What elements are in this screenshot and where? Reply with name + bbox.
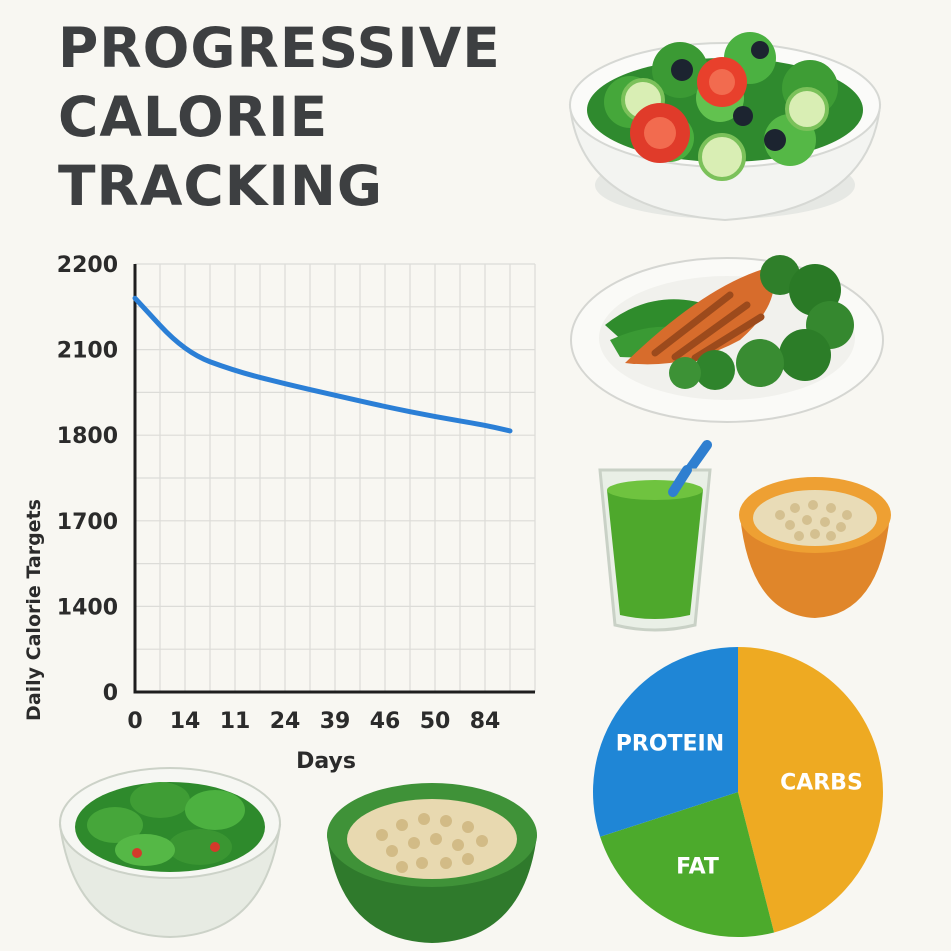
x-tick-label: 84 [470,709,501,734]
y-tick-label: 1800 [57,424,118,449]
y-tick-label: 1700 [57,510,118,535]
x-tick-label: 0 [127,709,142,734]
calorie-target-line [132,295,513,434]
x-tick-labels: 0 14 11 24 39 46 50 84 [127,709,500,734]
calorie-line-chart: 0 1400 1700 1800 2100 2200 0 14 11 24 39 46 50 84 Da… [23,253,536,774]
page-title: PROGRESSIVE CALORIE TRACKING [58,14,501,221]
y-tick-label: 1400 [57,595,118,620]
grain-bowl-green-illustration [327,783,537,943]
chart-grid [134,263,536,693]
x-tick-label: 24 [270,709,301,734]
pie-slice-protein [593,647,738,837]
salad-bowl-illustration [568,32,882,222]
y-tick-label: 0 [103,681,118,706]
x-axis-label: Days [296,749,356,774]
green-smoothie-illustration [598,440,712,632]
pie-slice-fat [600,792,775,937]
title-line-2: CALORIE [58,85,329,149]
spinach-bowl-illustration [58,767,282,939]
y-axis-label: Daily Calorie Targets [23,499,45,721]
title-line-1: PROGRESSIVE [58,16,501,80]
pie-slice-carbs [738,647,884,933]
x-tick-label: 11 [220,709,251,734]
macro-pie-svg: CARBS FAT PROTEIN [593,647,884,937]
x-tick-label: 39 [320,709,351,734]
x-tick-label: 14 [170,709,201,734]
macro-pie-chart: CARBS FAT PROTEIN [590,640,890,944]
y-tick-label: 2100 [57,339,118,364]
y-tick-labels: 0 1400 1700 1800 2100 2200 [57,253,118,706]
chicken-broccoli-plate-illustration [570,255,884,423]
y-tick-label: 2200 [57,253,118,278]
chart-series [132,295,513,434]
pie-label-carbs: CARBS [780,770,863,795]
x-tick-label: 46 [370,709,401,734]
pie-label-fat: FAT [676,855,719,880]
grain-bowl-orange-illustration [739,477,891,618]
title-line-3: TRACKING [58,154,384,218]
chart-axes [133,264,535,694]
x-tick-label: 50 [420,709,451,734]
pie-label-protein: PROTEIN [616,732,724,757]
